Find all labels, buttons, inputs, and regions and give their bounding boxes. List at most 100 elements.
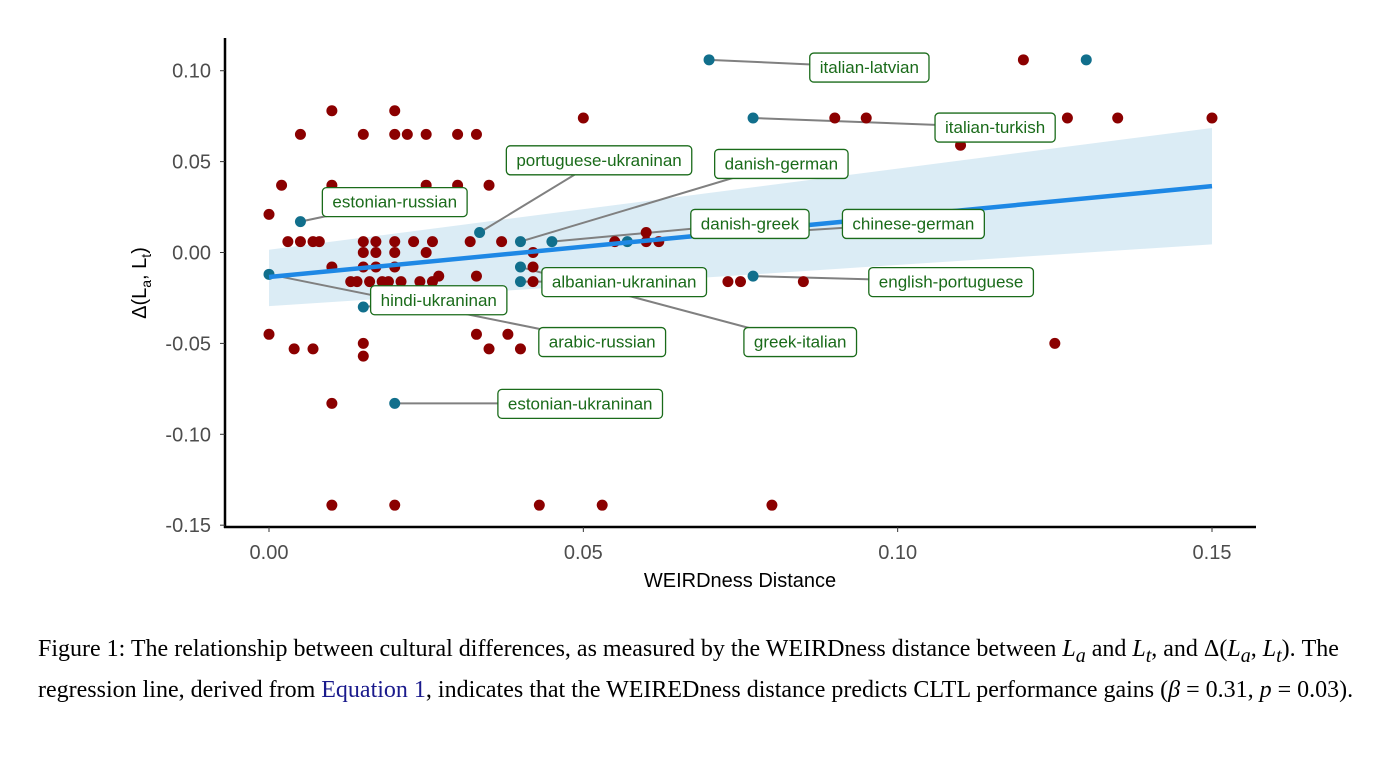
annotation-box	[369, 285, 508, 316]
data-point	[389, 499, 401, 511]
y-axis-title-mid: , L	[129, 258, 151, 280]
data-point	[389, 105, 401, 117]
data-point	[829, 112, 841, 124]
annotation-text: italian-turkish	[945, 118, 1045, 137]
ticks-layer: 0.00 0.05 0.10 0.15 0.10 0.05 0.00 -0.05 -0.10 -0…	[165, 61, 1231, 564]
highlighted-data-point	[514, 276, 526, 288]
data-point	[357, 236, 369, 248]
data-point	[408, 236, 420, 248]
data-point	[426, 236, 438, 248]
data-point	[470, 270, 482, 282]
annotation-label: estonian-russian	[321, 186, 468, 218]
figure-caption: Figure 1: The relationship between cultu…	[38, 632, 1358, 707]
annotation-label: portuguese-ukraninan	[505, 145, 693, 176]
annotation-box	[714, 148, 849, 180]
data-point	[464, 236, 476, 248]
highlighted-data-point	[389, 397, 401, 409]
annotation-text: english-portuguese	[879, 273, 1024, 292]
caption-la2: L	[1227, 636, 1241, 662]
highlighted-data-point	[747, 112, 759, 124]
highlighted-data-point	[1080, 54, 1092, 66]
annotation-box	[743, 326, 858, 358]
data-point	[797, 276, 809, 288]
highlighted-data-point	[357, 301, 369, 313]
annotation-label: italian-latvian	[809, 52, 930, 83]
caption-mid1: and	[1085, 636, 1133, 662]
data-point	[1206, 112, 1218, 124]
y-tick-label: 0.05	[172, 152, 211, 174]
data-point	[735, 276, 746, 288]
data-point	[452, 128, 464, 140]
data-point	[577, 112, 589, 124]
caption-comma: ,	[1250, 636, 1263, 662]
caption-beta-val: = 0.31,	[1180, 676, 1260, 703]
annotation-text: estonian-ukraninan	[508, 394, 653, 413]
data-point	[357, 128, 369, 140]
caption-lt: L	[1132, 636, 1146, 662]
data-point	[1017, 54, 1029, 66]
annotation-label: hindi-ukraninan	[369, 285, 508, 316]
y-axis-title-main: Δ(L	[129, 288, 151, 319]
data-point	[326, 499, 338, 511]
y-axis-title: Δ(La, Lt)	[129, 247, 154, 319]
annotation-label: danish-greek	[690, 208, 810, 240]
annotation-text: estonian-russian	[332, 193, 457, 212]
annotation-text: arabic-russian	[549, 333, 656, 352]
caption-prefix: Figure 1: The relationship between cultu…	[38, 636, 1063, 662]
data-point	[533, 499, 545, 511]
data-point	[596, 499, 608, 511]
data-point	[357, 350, 369, 362]
data-point	[294, 128, 306, 140]
equation-link[interactable]: Equation 1	[321, 676, 426, 703]
y-tick-label: 0.10	[172, 61, 211, 83]
caption-la2-sub: a	[1241, 645, 1251, 667]
data-point	[640, 227, 652, 239]
data-point	[288, 343, 300, 355]
annotation-box	[321, 186, 468, 218]
caption-lt-sub-text: t	[1145, 644, 1152, 667]
data-point	[294, 236, 306, 248]
data-point	[1112, 112, 1124, 124]
highlighted-data-point	[514, 261, 526, 273]
annotation-box	[934, 112, 1056, 143]
data-point	[389, 247, 401, 259]
data-point	[470, 328, 482, 340]
data-point	[370, 247, 382, 259]
caption-p-val: = 0.03).	[1271, 676, 1354, 703]
highlighted-data-point	[546, 236, 558, 248]
highlighted-data-point	[514, 236, 526, 248]
y-tick-label: -0.05	[165, 333, 211, 355]
annotation-text: albanian-ukraninan	[552, 273, 697, 292]
data-point	[326, 105, 338, 117]
caption-la-sub-text: a	[1075, 644, 1086, 667]
data-point	[420, 247, 432, 259]
annotation-box	[809, 52, 930, 83]
annotation-box	[505, 145, 693, 176]
data-point	[276, 179, 288, 191]
annotation-text: danish-greek	[701, 214, 800, 233]
data-point	[401, 128, 413, 140]
data-point	[483, 179, 495, 191]
data-point	[414, 276, 426, 288]
y-axis-title-end: )	[129, 247, 151, 254]
data-point	[420, 128, 432, 140]
data-point	[351, 276, 363, 288]
data-point	[263, 208, 275, 220]
highlighted-data-point	[747, 270, 759, 282]
caption-mid4: , indicates that the WEIREDness distance…	[425, 676, 1169, 703]
annotation-box	[868, 266, 1035, 298]
highlighted-data-point	[294, 216, 306, 228]
data-point	[496, 236, 508, 248]
data-point	[502, 328, 514, 340]
data-point	[382, 276, 394, 288]
data-point	[433, 270, 445, 282]
annotations-layer: italian-latvian italian-turkish portuguese…	[321, 52, 1056, 420]
annotation-text: portuguese-ukraninan	[516, 151, 681, 170]
scatter-chart: italian-latvian italian-turkish portuguese…	[129, 38, 1256, 592]
caption-la-sub: a	[1076, 645, 1086, 667]
annotation-label: albanian-ukraninan	[541, 266, 708, 298]
annotation-label: arabic-russian	[538, 326, 667, 358]
data-point	[527, 261, 539, 273]
data-point	[389, 236, 401, 248]
data-point	[766, 499, 778, 511]
